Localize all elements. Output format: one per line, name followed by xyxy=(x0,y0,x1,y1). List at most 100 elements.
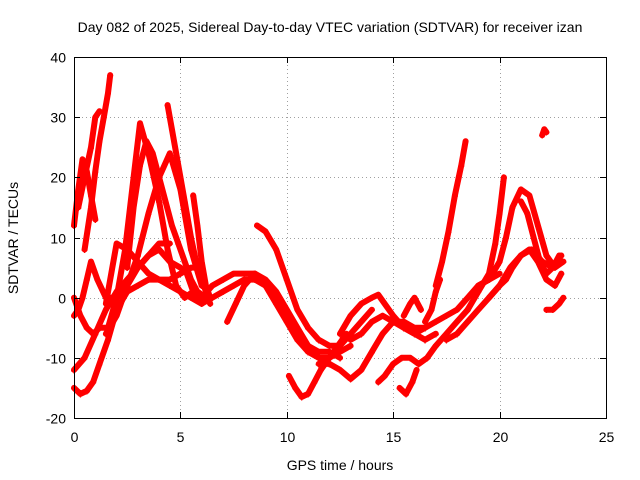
data-point-marker: + xyxy=(535,220,542,233)
y-tick-label: 40 xyxy=(50,50,66,66)
data-point-marker: + xyxy=(175,159,182,172)
data-point-marker: + xyxy=(283,316,290,329)
data-point-marker: + xyxy=(124,262,131,275)
data-point-marker: + xyxy=(220,274,227,287)
data-point-marker: + xyxy=(103,328,110,341)
data-point-marker: + xyxy=(96,135,103,148)
data-point-marker: + xyxy=(400,316,407,329)
data-point-marker: + xyxy=(166,238,173,251)
x-tick-label: 10 xyxy=(280,429,296,445)
data-point-marker: + xyxy=(549,304,556,317)
data-point-marker: + xyxy=(134,250,141,263)
x-tick-label: 0 xyxy=(71,429,79,445)
series-line xyxy=(75,108,103,211)
y-axis-label: SDTVAR / TECUs xyxy=(5,182,21,294)
data-point-marker: + xyxy=(175,238,182,251)
series-arc: +++++++ xyxy=(518,195,563,280)
data-point-marker: + xyxy=(337,364,344,377)
data-point-marker: + xyxy=(137,117,144,130)
data-point-marker: + xyxy=(94,274,101,287)
data-point-marker: + xyxy=(543,304,550,317)
data-point-marker: + xyxy=(164,244,171,257)
data-point-marker: + xyxy=(81,171,88,184)
data-point-marker: + xyxy=(475,304,482,317)
data-point-marker: + xyxy=(315,352,322,365)
data-point-marker: + xyxy=(164,99,171,112)
data-point-marker: + xyxy=(524,207,531,220)
data-point-marker: + xyxy=(92,165,99,178)
series-arc: ++++ xyxy=(396,364,420,401)
series-line xyxy=(81,72,114,253)
data-point-marker: + xyxy=(103,298,110,311)
data-point-marker: + xyxy=(145,268,152,281)
series-line xyxy=(396,366,420,397)
series-line xyxy=(539,126,550,139)
data-point-marker: + xyxy=(409,376,416,389)
data-point-marker: + xyxy=(232,298,239,311)
data-point-marker: + xyxy=(458,159,465,172)
data-point-marker: + xyxy=(432,340,439,353)
data-point-marker: + xyxy=(241,274,248,287)
data-point-marker: + xyxy=(454,316,461,329)
data-point-marker: + xyxy=(124,286,131,299)
data-point-marker: + xyxy=(347,310,354,323)
data-point-marker: + xyxy=(486,292,493,305)
data-point-marker: + xyxy=(252,268,259,281)
data-point-marker: + xyxy=(305,346,312,359)
x-tick-label: 15 xyxy=(386,429,402,445)
data-point-marker: + xyxy=(283,274,290,287)
data-point-marker: + xyxy=(432,328,439,341)
data-point-marker: + xyxy=(294,328,301,341)
series-arc: +++++++++++ xyxy=(375,304,471,389)
data-point-marker: + xyxy=(77,310,84,323)
data-point-marker: + xyxy=(294,334,301,347)
data-point-marker: + xyxy=(496,268,503,281)
data-point-marker: + xyxy=(407,352,414,365)
series-arc: ++++++++++++ + xyxy=(124,135,210,305)
data-point-marker: + xyxy=(188,292,195,305)
data-point-marker: + xyxy=(254,220,261,233)
data-point-marker: + xyxy=(305,388,312,401)
data-point-marker: + xyxy=(496,280,503,293)
series-line xyxy=(254,222,375,349)
data-point-marker: + xyxy=(541,123,548,136)
data-point-marker: + xyxy=(177,262,184,275)
data-point-marker: + xyxy=(326,340,333,353)
data-series: +++++++++++++++++++++++++ ++++ ++ + ++++++ + +… xyxy=(71,69,567,404)
data-point-marker: + xyxy=(475,280,482,293)
data-point-marker: + xyxy=(96,358,103,371)
data-point-marker: + xyxy=(81,244,88,257)
data-point-marker: + xyxy=(543,126,550,139)
data-point-marker: + xyxy=(107,69,114,82)
data-point-marker: + xyxy=(134,256,141,269)
series-line xyxy=(475,186,567,289)
data-point-marker: + xyxy=(252,274,259,287)
data-point-marker: + xyxy=(241,280,248,293)
data-point-marker: + xyxy=(305,340,312,353)
data-point-marker: + xyxy=(432,286,439,299)
data-point-marker: + xyxy=(113,292,120,305)
x-axis-label: GPS time / hours xyxy=(287,457,394,473)
series-arc: +++ ++++++ xyxy=(286,328,351,404)
y-tick-label: -20 xyxy=(46,411,66,427)
data-point-marker: + xyxy=(294,322,301,335)
data-point-marker: + xyxy=(286,370,293,383)
data-point-marker: + xyxy=(262,274,269,287)
data-point-marker: + xyxy=(539,129,546,142)
data-point-marker: + xyxy=(422,334,429,347)
data-point-marker: + xyxy=(156,195,163,208)
data-point-marker: + xyxy=(556,250,563,263)
data-point-marker: + xyxy=(556,298,563,311)
data-point-marker: + xyxy=(347,328,354,341)
data-point-marker: + xyxy=(439,256,446,269)
data-point-marker: + xyxy=(454,304,461,317)
data-point-marker: + xyxy=(526,189,533,202)
data-point-marker: + xyxy=(134,262,141,275)
data-point-marker: + xyxy=(422,316,429,329)
data-point-marker: + xyxy=(403,388,410,401)
data-point-marker: + xyxy=(337,352,344,365)
data-point-marker: + xyxy=(134,280,141,293)
data-point-marker: + xyxy=(181,292,188,305)
data-point-marker: + xyxy=(166,147,173,160)
data-point-marker: + xyxy=(188,262,195,275)
